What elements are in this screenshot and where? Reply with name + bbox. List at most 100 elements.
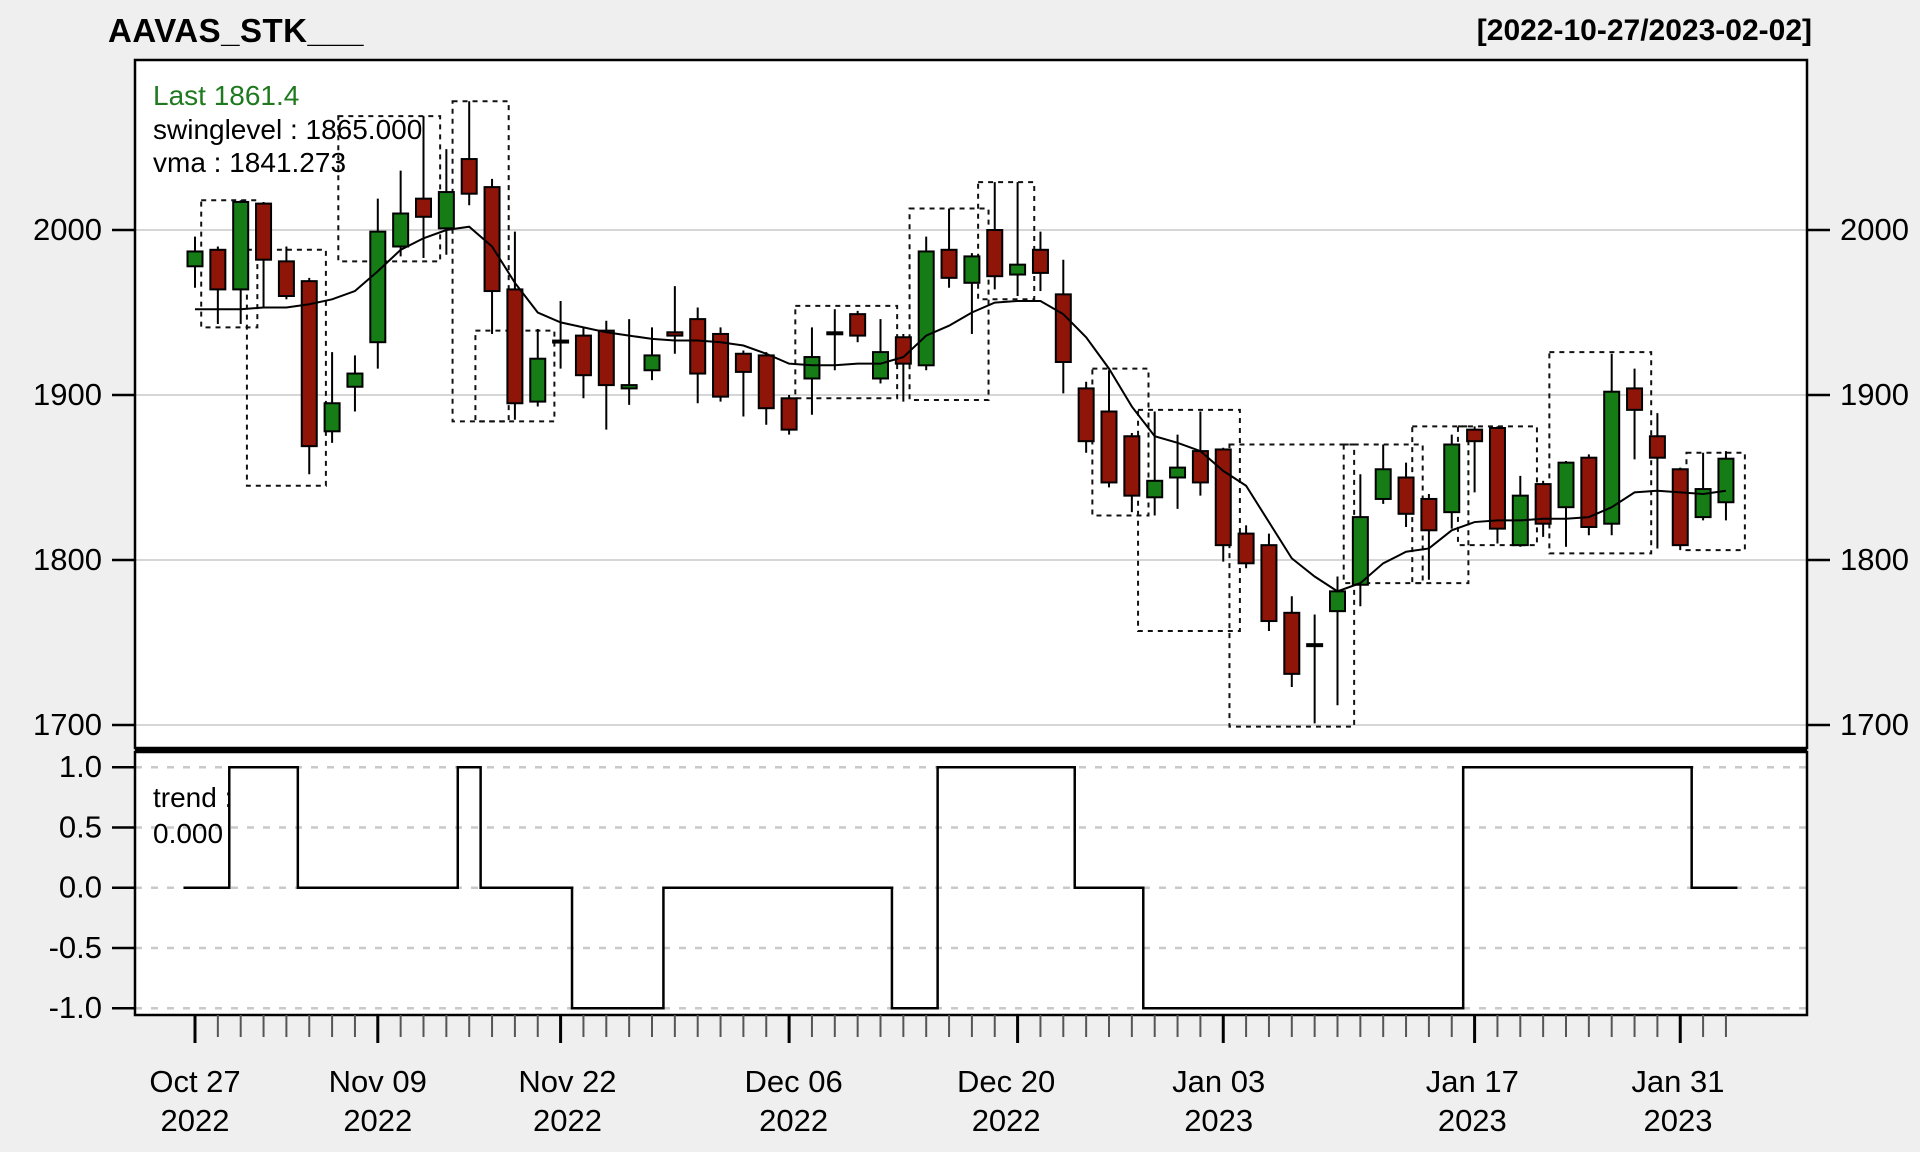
candle-down [940,248,958,279]
x-tick-label-date: Nov 22 [518,1064,616,1099]
candle-up [620,384,638,390]
trend-y-tick-label: 0.5 [59,809,102,844]
candle-down [1054,293,1072,364]
candle-down [415,197,432,218]
legend-last: Last 1861.4 [153,80,300,111]
candle-down [1123,435,1141,497]
main-plot-background [135,60,1807,748]
candle-down [597,329,615,387]
candle-down [1306,643,1324,648]
page-title: AAVAS_STK___ [108,12,365,49]
candle-up [1351,516,1369,586]
candle-down [757,354,775,410]
candle-up [1694,488,1712,519]
swing-box [1137,408,1241,632]
candle-up [963,255,981,284]
trend-y-tick-label: -1.0 [49,990,102,1025]
candle-up [1146,479,1164,499]
y-tick-label-left: 1900 [33,377,102,412]
swing-box [1228,443,1356,728]
y-tick-label-right: 1800 [1840,542,1909,577]
legend-trend: trend : [153,782,233,813]
swing-box [794,304,899,400]
x-tick-label-date: Jan 31 [1631,1064,1724,1099]
x-tick-label-date: Nov 09 [329,1064,427,1099]
y-tick-label-right: 1700 [1840,707,1909,742]
swing-box [977,181,1036,301]
candle-down [1077,387,1095,443]
candle-down [506,288,524,405]
x-tick-label-year: 2022 [533,1103,602,1138]
y-tick-label-left: 1800 [33,542,102,577]
candle-up [529,357,547,403]
candle-up [1717,457,1735,504]
candle-down [1237,532,1255,565]
trend-y-tick-label: 0.0 [59,870,102,905]
x-tick-label-year: 2023 [1438,1103,1507,1138]
candle-down [1397,476,1415,515]
x-tick-label-date: Dec 06 [745,1064,843,1099]
candle-down [460,158,478,195]
main-panel [135,60,1807,748]
candle-up [917,250,935,367]
candle-up [346,372,364,388]
candle-up [186,250,204,268]
candle-down [1214,448,1232,547]
candle-down [1626,387,1644,411]
candle-down [894,336,912,365]
candle-down [277,260,295,298]
x-tick-label-year: 2022 [343,1103,412,1138]
candle-down [552,339,570,344]
y-tick-label-right: 2000 [1840,212,1909,247]
x-tick-label-year: 2022 [759,1103,828,1138]
legend-swinglevel: swinglevel : 1865.000 [153,114,423,145]
trend-y-tick-label: -0.5 [49,930,102,965]
x-axis: Oct 27 2022 Nov 09 2022 Nov 22 2022 Dec 06 2022… [149,1015,1727,1138]
y-tick-label-right: 1900 [1840,377,1909,412]
candle-up [1443,443,1461,514]
candle-down [483,186,501,293]
candle-up [803,356,821,380]
candle-down [734,352,752,373]
y-tick-label-left: 1700 [33,707,102,742]
x-tick-label-year: 2022 [161,1103,230,1138]
candle-down [849,313,867,337]
candle-down [1283,611,1301,675]
swing-box [245,248,327,487]
candles [186,101,1735,724]
vma-path [195,225,1727,593]
candle-up [369,230,387,344]
candle-up [872,351,889,380]
candle-up [437,191,455,230]
candle-down [209,248,227,291]
candle-down [1648,435,1666,459]
candle-up [323,402,341,433]
legend-trend-value: 0.000 [153,818,224,849]
x-tick-label-year: 2022 [972,1103,1041,1138]
candle-down [1580,456,1598,529]
candle-up [1169,466,1187,479]
candle-up [1009,263,1027,276]
candle-down [1671,468,1689,547]
x-tick-label-date: Dec 20 [957,1064,1055,1099]
y-tick-label-left: 2000 [33,212,102,247]
trend-plot-background [135,752,1807,1015]
candle-up [1374,468,1392,500]
candle-down [1100,410,1118,484]
vma-line [195,225,1727,593]
candle-down [1420,497,1438,532]
x-tick-label-date: Jan 17 [1426,1064,1519,1099]
candle-down [1466,428,1484,443]
candle-down [712,332,730,398]
swing-box [1411,425,1470,585]
candle-down [666,331,684,337]
x-tick-label-year: 2023 [1643,1103,1712,1138]
candle-up [643,354,661,372]
candle-down [300,280,318,448]
candle-up [1603,390,1621,525]
candle-up [1557,461,1575,509]
candle-down [826,331,844,336]
candle-down [689,318,707,375]
swing-box [474,329,556,423]
